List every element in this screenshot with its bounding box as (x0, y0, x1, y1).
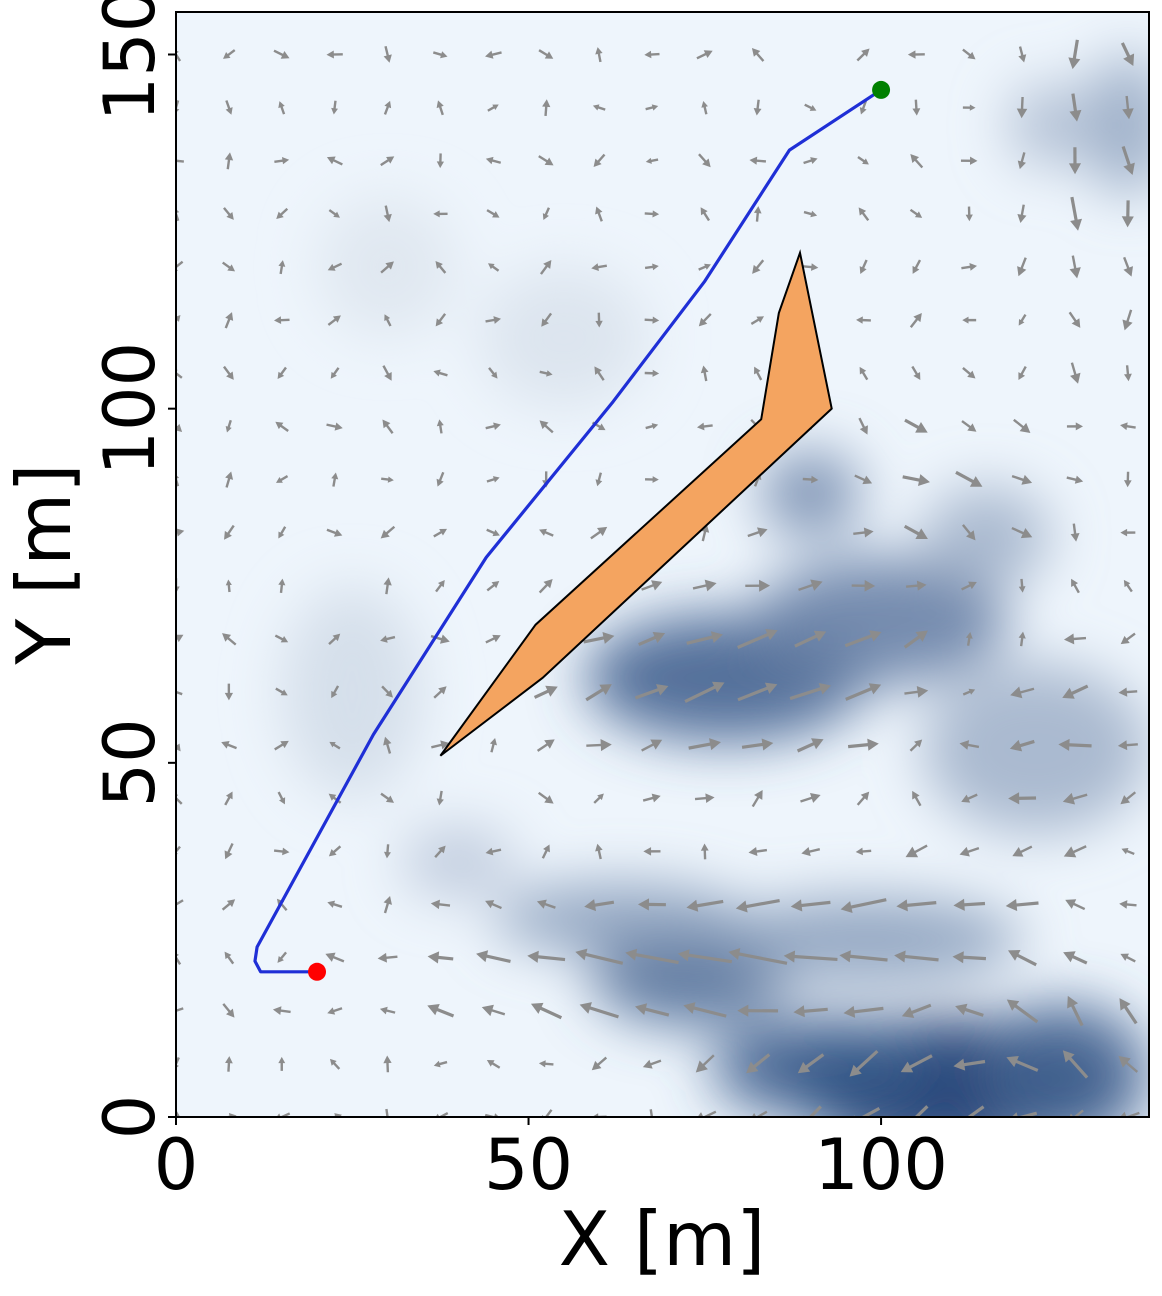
start-marker (308, 963, 326, 981)
y-tick-label: 0 (89, 1095, 171, 1140)
field-blob (712, 897, 1022, 982)
x-axis-label: X [m] (559, 1195, 766, 1283)
field-blob (402, 827, 515, 898)
x-tick-label: 50 (484, 1124, 573, 1206)
goal-marker (872, 81, 890, 99)
plot-area (168, 12, 1162, 1160)
field-blob (1008, 83, 1093, 168)
field-blob (923, 664, 1149, 834)
y-tick-label: 50 (89, 718, 171, 807)
x-tick-label: 100 (814, 1124, 948, 1206)
y-axis-ticks: 0 50 100 150 (89, 0, 176, 1139)
y-tick-label: 100 (89, 342, 171, 476)
field-blob (712, 1018, 938, 1117)
y-tick-label: 150 (89, 0, 171, 121)
field-blob (980, 1004, 1149, 1146)
y-axis-label: Y [m] (0, 463, 88, 665)
field-blob (493, 883, 747, 954)
field-blob (761, 451, 860, 536)
